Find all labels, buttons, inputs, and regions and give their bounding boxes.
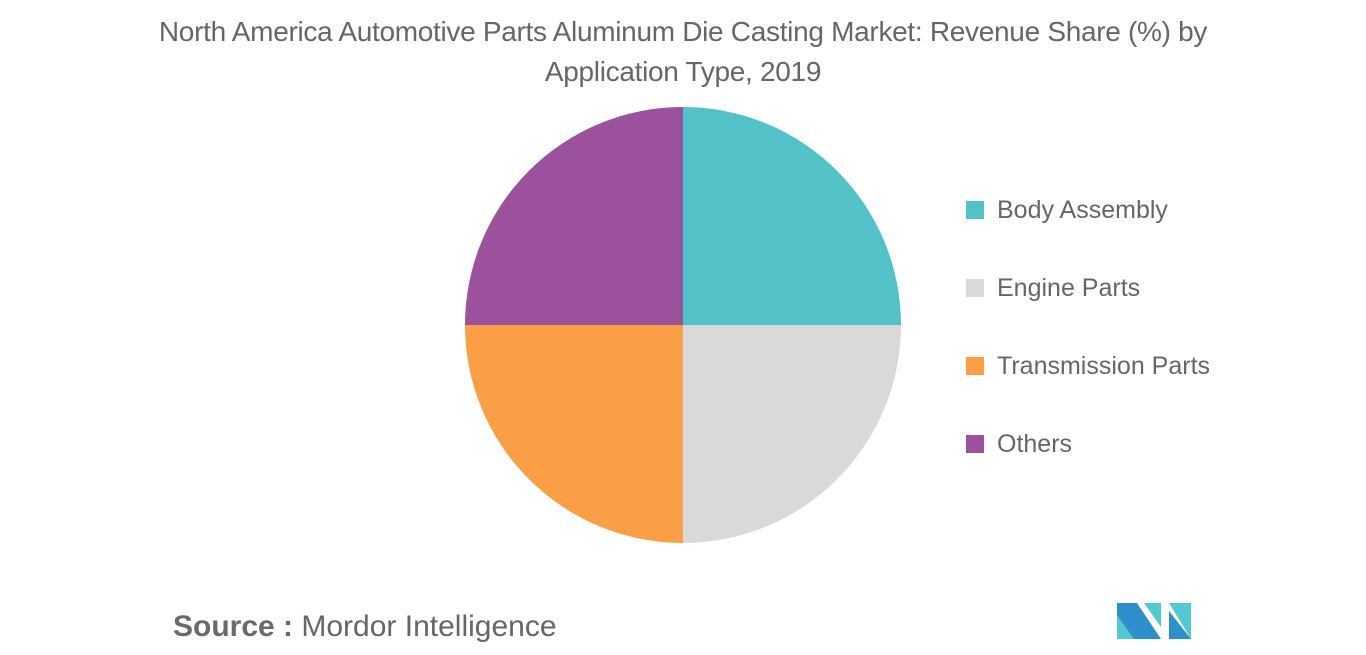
pie-slice-body-assembly (683, 107, 901, 325)
legend-label: Others (997, 429, 1073, 458)
pie-slice-engine-parts (683, 325, 901, 543)
legend-swatch-others (966, 435, 984, 453)
legend-label: Engine Parts (997, 273, 1141, 302)
chart-title-line-1: North America Automotive Parts Aluminum … (158, 16, 1208, 47)
source-value: Mordor Intelligence (301, 610, 557, 643)
legend-label: Transmission Parts (997, 351, 1211, 380)
legend-swatch-body-assembly (966, 201, 984, 219)
legend-item-others: Others (966, 426, 1072, 462)
legend-item-transmission-parts: Transmission Parts (966, 348, 1210, 384)
pie-slice-transmission-parts (465, 325, 683, 543)
chart-title-line-2: Application Type, 2019 (544, 56, 822, 87)
source-note: Source : Mordor Intelligence (173, 608, 557, 646)
legend-label: Body Assembly (997, 195, 1168, 224)
mordor-intelligence-logo-icon (1117, 603, 1191, 639)
pie-slice-others (465, 107, 683, 325)
source-key: Source : (173, 610, 294, 643)
legend-item-body-assembly: Body Assembly (966, 192, 1168, 228)
legend-swatch-transmission-parts (966, 357, 984, 375)
legend-item-engine-parts: Engine Parts (966, 270, 1140, 306)
legend-swatch-engine-parts (966, 279, 984, 297)
chart-title: North America Automotive Parts Aluminum … (0, 12, 1366, 92)
